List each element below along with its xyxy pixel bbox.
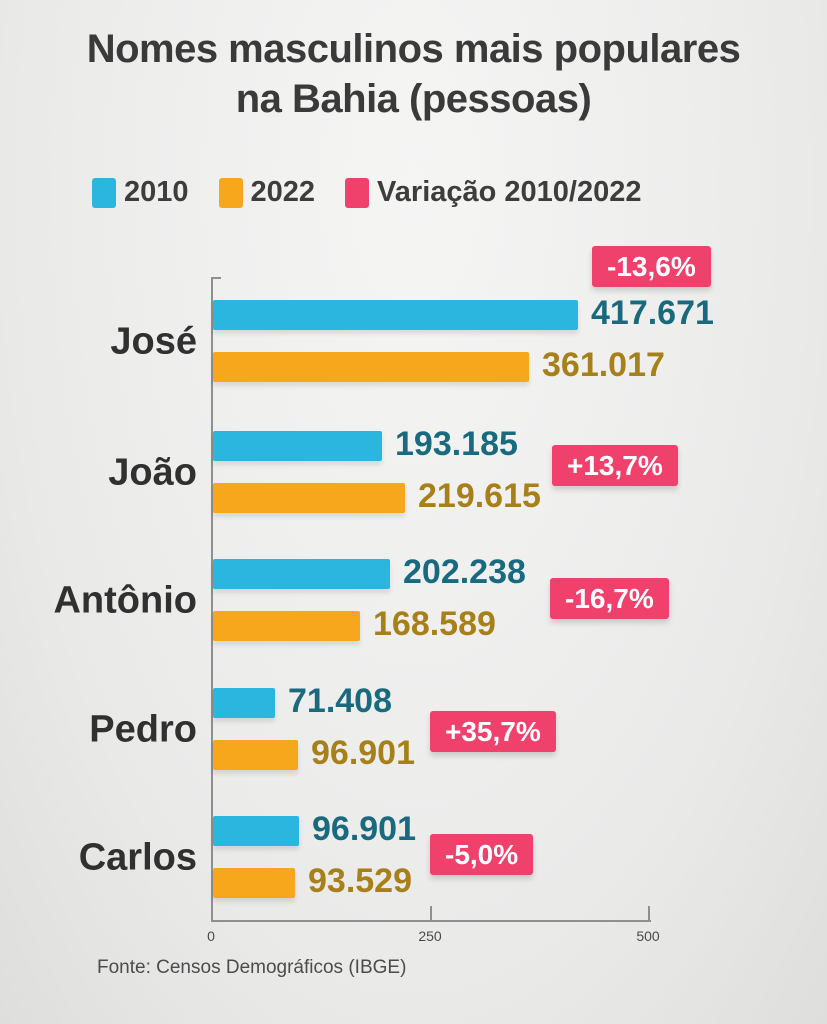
value-label-2022-joão: 219.615 [418, 477, 541, 515]
y-axis-line [211, 277, 213, 922]
category-label-pedro: Pedro [89, 708, 197, 751]
value-label-2010-antônio: 202.238 [403, 553, 526, 591]
bar-2010-joão [213, 431, 382, 461]
bar-2010-josé [213, 300, 578, 330]
category-label-joão: João [108, 451, 197, 494]
bar-2022-josé [213, 352, 529, 382]
value-label-2022-pedro: 96.901 [311, 734, 415, 772]
bar-2022-pedro [213, 740, 298, 770]
variation-badge-josé: -13,6% [592, 246, 711, 287]
legend-item-2010: 2010 [92, 176, 189, 209]
x-axis-tick-500 [648, 906, 650, 922]
value-label-2022-carlos: 93.529 [308, 862, 412, 900]
legend-swatch-icon [218, 177, 243, 208]
value-label-2022-antônio: 168.589 [373, 605, 496, 643]
legend: 2010 2022 Variação 2010/2022 [92, 176, 642, 209]
bar-2010-carlos [213, 816, 299, 846]
category-label-antônio: Antônio [53, 579, 197, 622]
category-label-carlos: Carlos [78, 836, 197, 879]
variation-badge-pedro: +35,7% [430, 711, 556, 752]
x-axis-tick-label-250: 250 [418, 928, 442, 944]
variation-badge-joão: +13,7% [552, 445, 678, 486]
value-label-2010-pedro: 71.408 [288, 682, 392, 720]
y-axis-top-tick [211, 277, 221, 279]
value-label-2010-joão: 193.185 [395, 425, 518, 463]
value-label-2010-carlos: 96.901 [312, 810, 416, 848]
value-label-2022-josé: 361.017 [542, 346, 665, 384]
chart-title: Nomes masculinos mais populares na Bahia… [0, 24, 827, 125]
bar-2022-antônio [213, 611, 360, 641]
legend-item-2022: 2022 [218, 176, 316, 209]
chart-title-line2: na Bahia (pessoas) [235, 77, 592, 122]
x-axis-tick-250 [430, 906, 432, 922]
bar-2010-antônio [213, 559, 390, 589]
bar-2022-carlos [213, 868, 295, 898]
legend-swatch-icon [345, 177, 370, 208]
variation-badge-carlos: -5,0% [430, 834, 534, 875]
legend-label: Variação 2010/2022 [377, 176, 642, 208]
x-axis-tick-label-0: 0 [207, 928, 215, 944]
legend-item-varia-o-2010-2022: Variação 2010/2022 [345, 176, 642, 209]
value-label-2010-josé: 417.671 [591, 294, 714, 332]
legend-swatch-icon [92, 177, 116, 208]
category-label-josé: José [110, 320, 197, 363]
legend-label: 2010 [124, 176, 189, 208]
variation-badge-antônio: -16,7% [550, 578, 669, 619]
legend-label: 2022 [250, 176, 316, 208]
source-note: Fonte: Censos Demográficos (IBGE) [97, 957, 407, 978]
bar-2022-joão [213, 483, 405, 513]
chart-title-line1: Nomes masculinos mais populares [86, 27, 741, 71]
bar-2010-pedro [213, 688, 275, 718]
x-axis-tick-label-500: 500 [636, 928, 660, 944]
